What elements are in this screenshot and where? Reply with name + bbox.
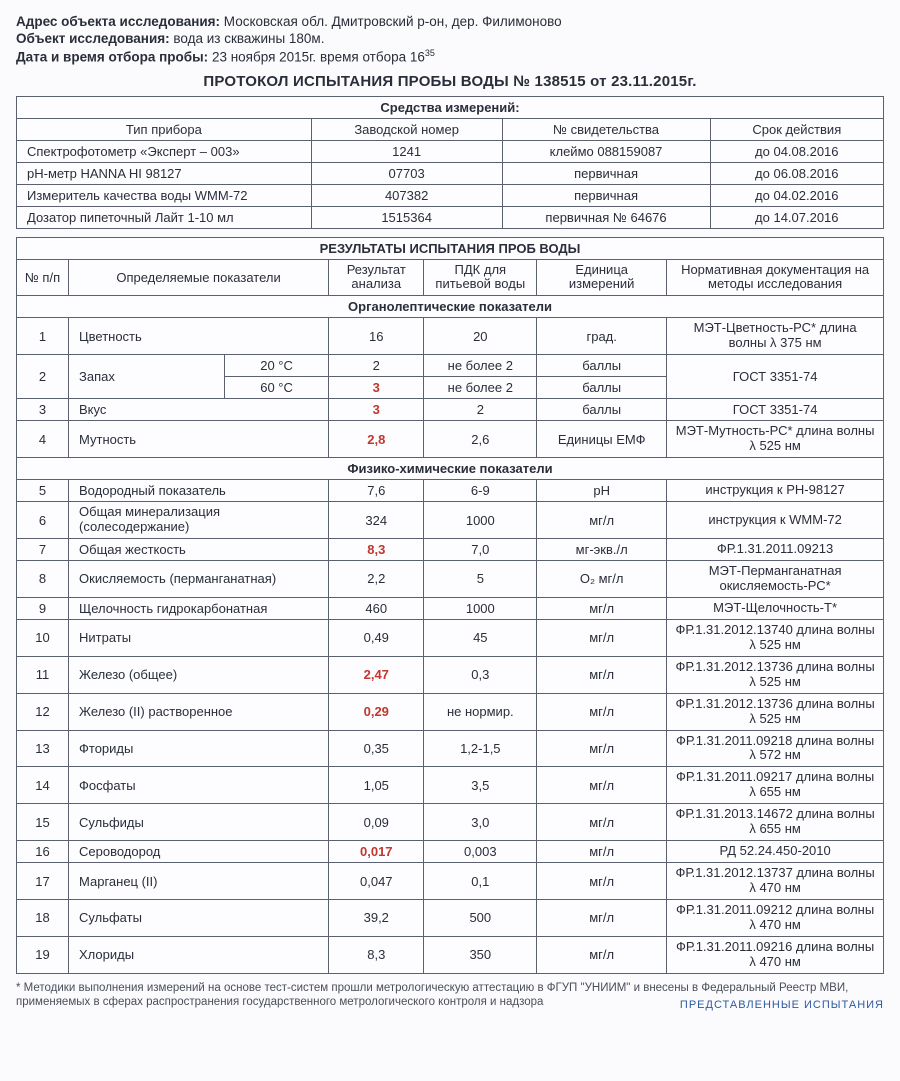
- sec-physchem: Физико-химические показатели: [17, 458, 884, 480]
- col-pdk: ПДК для питьевой воды: [424, 259, 537, 296]
- table-row: 9Щелочность гидрокарбонатная4601000мг/лМ…: [17, 597, 884, 619]
- table-row: 13Фториды0,351,2-1,5мг/лФР.1.31.2011.092…: [17, 730, 884, 767]
- header-datetime: Дата и время отбора пробы: 23 ноября 201…: [16, 48, 884, 65]
- table-row: 16Сероводород0,0170,003мг/лРД 52.24.450-…: [17, 841, 884, 863]
- results-table: РЕЗУЛЬТАТЫ ИСПЫТАНИЯ ПРОБ ВОДЫ № п/п Опр…: [16, 237, 884, 974]
- table-row: Измеритель качества воды WMM-72407382пер…: [17, 184, 884, 206]
- instr-col-serial: Заводской номер: [311, 118, 502, 140]
- col-norm: Нормативная документация на методы иссле…: [667, 259, 884, 296]
- table-row: 1Цветность1620град.МЭТ-Цветность-РС* дли…: [17, 318, 884, 355]
- table-row: 12Железо (II) растворенное0,29не нормир.…: [17, 693, 884, 730]
- table-row: 3Вкус32баллыГОСТ 3351-74: [17, 399, 884, 421]
- table-row: 5Водородный показатель7,66-9рНинструкция…: [17, 480, 884, 502]
- instr-col-type: Тип прибора: [17, 118, 312, 140]
- table-row: 10Нитраты0,4945мг/лФР.1.31.2012.13740 дл…: [17, 619, 884, 656]
- document-title: ПРОТОКОЛ ИСПЫТАНИЯ ПРОБЫ ВОДЫ № 138515 о…: [16, 73, 884, 90]
- instruments-section: Средства измерений:: [17, 96, 884, 118]
- col-n: № п/п: [17, 259, 69, 296]
- table-row: Дозатор пипеточный Лайт 1-10 мл1515364пе…: [17, 206, 884, 228]
- table-row: 2 Запах 20 °С 2не более 2баллы ГОСТ 3351…: [17, 355, 884, 377]
- instr-col-cert: № свидетельства: [502, 118, 710, 140]
- table-row: 18Сульфаты39,2500мг/лФР.1.31.2011.09212 …: [17, 900, 884, 937]
- header-address: Адрес объекта исследования: Московская о…: [16, 14, 884, 29]
- table-row: 19Хлориды8,3350мг/лФР.1.31.2011.09216 дл…: [17, 936, 884, 973]
- table-row: Спектрофотометр «Эксперт – 003»1241клейм…: [17, 140, 884, 162]
- table-row: 11Железо (общее)2,470,3мг/лФР.1.31.2012.…: [17, 656, 884, 693]
- table-row: 15Сульфиды0,093,0мг/лФР.1.31.2013.14672 …: [17, 804, 884, 841]
- col-res: Результат анализа: [329, 259, 424, 296]
- header-object: Объект исследования: вода из скважины 18…: [16, 31, 884, 46]
- table-row: 4Мутность2,82,6Единицы ЕМФМЭТ-Мутность-Р…: [17, 421, 884, 458]
- instruments-table: Средства измерений: Тип прибора Заводско…: [16, 96, 884, 229]
- table-row: рН-метр HANNA HI 9812707703первичнаядо 0…: [17, 162, 884, 184]
- table-row: 8Окисляемость (перманганатная)2,25О₂ мг/…: [17, 561, 884, 598]
- results-section: РЕЗУЛЬТАТЫ ИСПЫТАНИЯ ПРОБ ВОДЫ: [17, 237, 884, 259]
- table-row: 17Марганец (II)0,0470,1мг/лФР.1.31.2012.…: [17, 863, 884, 900]
- instr-col-valid: Срок действия: [710, 118, 883, 140]
- table-row: 14Фосфаты1,053,5мг/лФР.1.31.2011.09217 д…: [17, 767, 884, 804]
- sec-organoleptic: Органолептические показатели: [17, 296, 884, 318]
- table-row: 7Общая жесткость8,37,0мг-экв./лФР.1.31.2…: [17, 539, 884, 561]
- table-row: 6Общая минерализация (солесодержание)324…: [17, 502, 884, 539]
- col-param: Определяемые показатели: [69, 259, 329, 296]
- col-unit: Единица измерений: [537, 259, 667, 296]
